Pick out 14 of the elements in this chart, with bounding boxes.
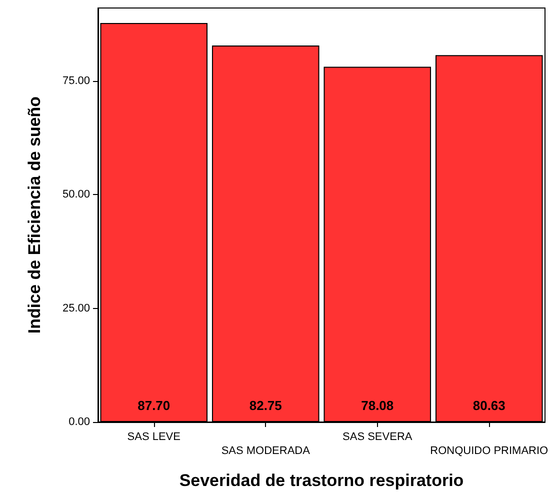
y-axis-title: Indice de Eficiencia de sueño <box>25 96 44 334</box>
x-axis-title: Severidad de trastorno respiratorio <box>179 471 464 490</box>
y-tick-label: 75.00 <box>62 74 90 87</box>
x-tick-label: SAS SEVERA <box>342 431 413 443</box>
x-tick-label: SAS LEVE <box>127 431 180 443</box>
x-tick-label: RONQUIDO PRIMARIO <box>430 445 549 457</box>
y-tick-label: 25.00 <box>62 302 90 314</box>
y-tick-label: 50.00 <box>62 188 90 201</box>
data-label: 82.75 <box>249 398 282 413</box>
y-tick-label: 0.00 <box>68 416 90 428</box>
data-label: 87.70 <box>138 398 170 413</box>
x-tick-label: SAS MODERADA <box>221 445 311 457</box>
data-label: 80.63 <box>472 398 506 413</box>
data-label: 78.08 <box>361 398 394 413</box>
